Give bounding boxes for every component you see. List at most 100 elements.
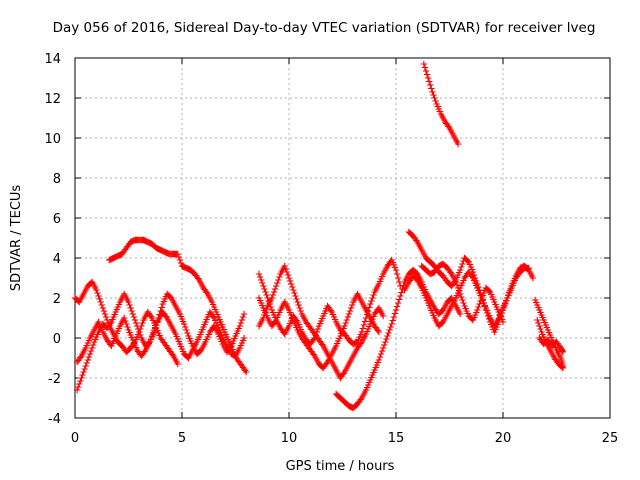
data-point-interp [396,296,403,303]
data-point [499,318,507,326]
data-point-interp [275,276,282,284]
data-point-interp [447,269,454,276]
data-point-interp [79,371,86,379]
data-point-interp [87,347,95,355]
data-point-interp [176,256,184,264]
y-tick-label: 0 [53,332,61,347]
data-point-interp [396,278,403,286]
data-point-interp [98,301,105,309]
data-point-interp [269,291,277,299]
data-point-interp [289,283,296,291]
data-point [341,322,348,330]
data-point-interp [141,348,148,355]
data-point-interp [389,317,396,324]
data-point [345,310,353,318]
data-point [174,250,181,258]
y-tick-label: 6 [53,212,61,227]
data-point [268,294,276,302]
data-point [392,266,400,274]
data-point-interp [77,354,84,361]
data-point [379,312,387,320]
data-point [358,328,365,336]
data-point [129,310,136,318]
data-point-interp [147,313,155,320]
data-point [125,298,132,306]
data-point-interp [378,347,386,355]
data-point [457,310,464,318]
data-point [367,300,374,308]
data-point-interp [81,365,88,373]
data-point-interp [369,294,376,302]
y-axis-label: SDTVAR / TECUs [9,185,24,292]
data-point [392,306,400,314]
data-point [240,310,248,318]
data-points [71,60,567,412]
data-point-interp [432,97,439,105]
data-point-interp [368,297,375,305]
y-tick-label: 12 [44,92,61,107]
data-point-interp [428,85,435,92]
data-point-interp [453,281,461,289]
data-point [97,298,104,306]
data-point-interp [292,292,299,300]
data-point-interp [348,301,356,309]
data-point-interp [130,313,138,321]
data-point-interp [454,284,462,292]
data-point-interp [359,325,367,332]
data-point-interp [99,304,107,312]
data-point-interp [485,287,493,295]
data-point-interp [421,64,429,71]
data-point-interp [458,293,465,301]
data-point-interp [238,316,246,324]
data-point [384,332,391,340]
data-point-interp [398,289,405,296]
data-point [243,368,250,376]
data-point [429,88,436,96]
y-tick-label: 4 [53,252,61,267]
data-point [260,282,267,290]
data-point-interp [183,326,190,334]
data-point-interp [286,277,294,285]
data-point-interp [139,319,146,327]
data-point [86,350,94,358]
data-point [375,356,383,364]
data-point-interp [134,325,142,333]
x-axis-label: GPS time / hours [286,459,395,474]
data-point [420,60,428,68]
data-point-interp [413,237,420,244]
data-point-interp [77,377,84,385]
data-point [397,292,404,300]
data-point-interp [283,268,291,276]
data-point [236,322,243,330]
data-point [525,264,532,272]
data-point-interp [296,304,303,312]
data-point-interp [262,288,269,296]
data-point [180,320,188,328]
data-point [78,374,85,382]
y-tick-label: 2 [53,292,61,307]
data-point-interp [393,303,401,310]
data-point [559,364,567,372]
data-point-interp [468,273,476,280]
data-point-interp [89,341,97,349]
data-point-interp [100,307,108,315]
chart-title: Day 056 of 2016, Sidereal Day-to-day VTE… [53,20,596,36]
data-point-interp [327,307,334,314]
data-point-interp [427,81,434,89]
data-point [285,274,293,282]
data-point [255,270,263,278]
data-point-interp [425,78,433,85]
data-point [379,344,387,352]
data-point-interp [376,353,384,361]
data-point-interp [536,322,543,330]
data-point-interp [295,301,302,309]
data-point-interp [293,295,300,303]
data-point-interp [460,299,467,307]
data-point-interp [136,328,143,336]
data-point-interp [476,300,483,308]
data-point-interp [394,299,402,307]
data-point-interp [342,319,349,327]
data-point [457,266,464,274]
data-point-interp [158,304,165,311]
data-point-interp [124,323,131,331]
